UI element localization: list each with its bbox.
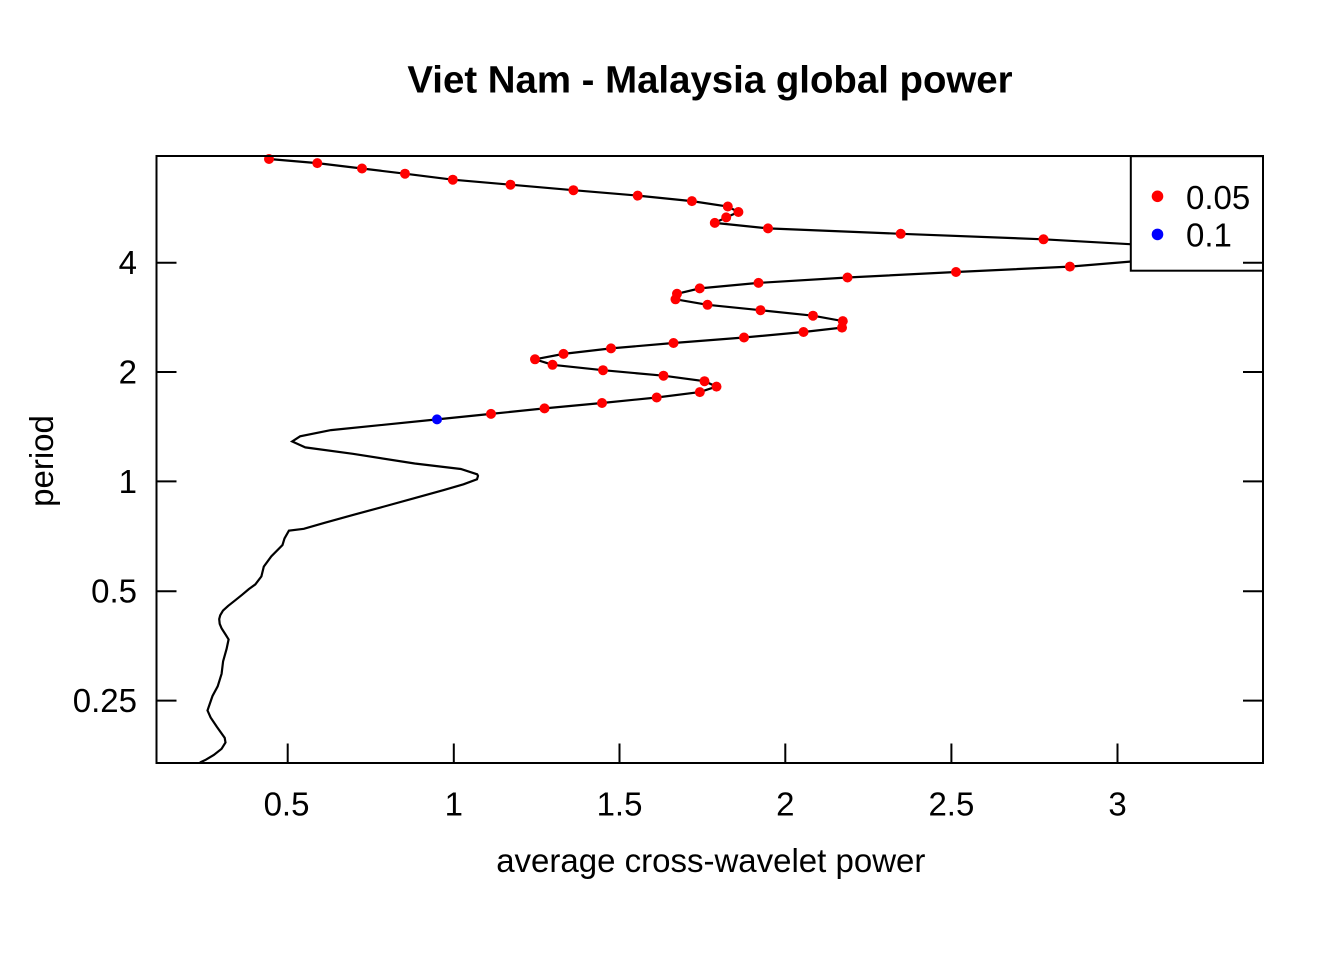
svg-text:3: 3 [1108,786,1126,823]
svg-text:0.5: 0.5 [264,786,310,823]
svg-text:1: 1 [445,786,463,823]
svg-text:0.25: 0.25 [73,682,137,719]
svg-text:4: 4 [119,244,137,281]
svg-text:0.5: 0.5 [91,573,137,610]
svg-text:Viet Nam - Malaysia global pow: Viet Nam - Malaysia global power [407,58,1012,101]
svg-text:2.5: 2.5 [928,786,974,823]
svg-text:1.5: 1.5 [597,786,643,823]
svg-text:2: 2 [119,354,137,391]
svg-text:0.05: 0.05 [1186,179,1250,216]
svg-text:1: 1 [119,463,137,500]
svg-text:2: 2 [776,786,794,823]
svg-text:0.1: 0.1 [1186,217,1232,254]
svg-text:period: period [23,415,60,507]
svg-text:average cross-wavelet power: average cross-wavelet power [496,842,925,879]
